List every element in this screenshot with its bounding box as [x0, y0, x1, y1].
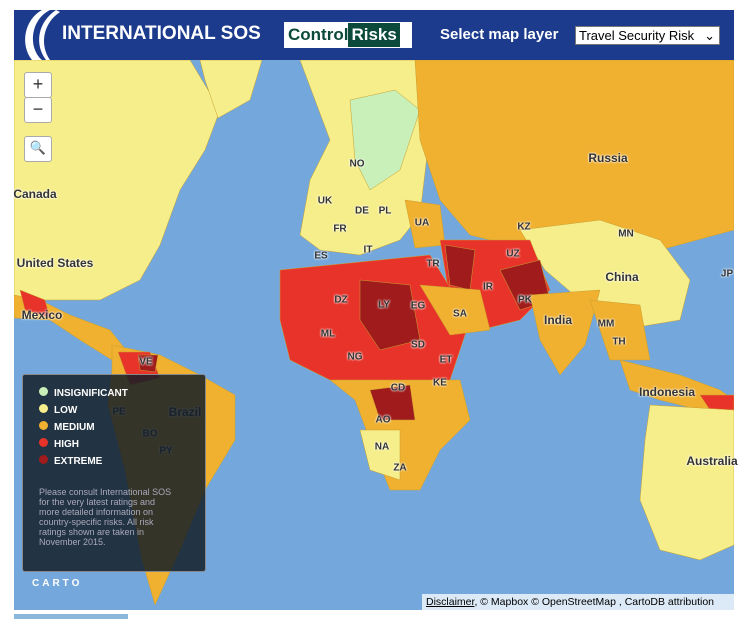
legend-text: EXTREME: [54, 456, 103, 467]
legend-text: MEDIUM: [54, 422, 95, 433]
legend-item: INSIGNIFICANT: [39, 387, 134, 399]
country-label: NO: [349, 158, 365, 170]
country-label: MM: [597, 318, 615, 330]
country-label: Canada: [13, 187, 57, 201]
note-line: November 2015.: [39, 537, 106, 547]
country-label: KZ: [517, 221, 531, 233]
legend-item: HIGH: [39, 438, 85, 450]
country-label: ML: [320, 328, 336, 340]
country-label: Mexico: [21, 308, 63, 322]
note-line: Please consult International SOS: [39, 487, 172, 497]
attribution: Disclaimer, © Mapbox © OpenStreetMap , C…: [422, 594, 738, 610]
note-line: ratings shown are taken in: [39, 527, 145, 537]
country-label: IT: [363, 244, 373, 256]
country-label: Russia: [588, 151, 628, 165]
note-line: country-specific risks. All risk: [39, 517, 154, 527]
country-label: FR: [333, 223, 347, 235]
legend-item: EXTREME: [39, 455, 108, 467]
select-arrow: ⌄: [704, 28, 715, 43]
note-line: more detailed information on: [39, 507, 154, 517]
country-label: TR: [426, 258, 440, 270]
legend-text: INSIGNIFICANT: [54, 388, 128, 399]
legend-swatch: [39, 421, 48, 430]
country-label: EG: [410, 300, 426, 312]
legend-text: HIGH: [54, 439, 79, 450]
note-line: for the very latest ratings and: [39, 497, 156, 507]
country-label: IR: [483, 281, 493, 293]
country-label: Australia: [686, 454, 738, 468]
country-label: DE: [355, 205, 369, 217]
country-label: CD: [390, 382, 406, 394]
legend-text: LOW: [54, 405, 78, 416]
attribution-text: , © Mapbox © OpenStreetMap , CartoDB att…: [474, 596, 715, 608]
partner-logo: Control Risks: [284, 22, 412, 48]
legend-swatch: [39, 387, 48, 396]
country-label: ES: [314, 250, 328, 262]
legend-item: MEDIUM: [39, 421, 101, 433]
country-label: DZ: [334, 294, 348, 306]
brand: INTERNATIONAL SOS: [62, 23, 261, 44]
country-label: VE: [139, 356, 153, 368]
disclaimer-link[interactable]: Disclaimer: [426, 596, 475, 608]
search-button[interactable]: 🔍: [24, 136, 52, 162]
country-label: ET: [439, 354, 453, 366]
carto-logo: CARTO: [32, 578, 83, 589]
country-label: United States: [16, 256, 94, 270]
country-label: China: [605, 270, 639, 284]
country-label: JP: [720, 268, 734, 280]
country-label: AO: [375, 414, 391, 426]
country-label: India: [543, 313, 573, 327]
country-label: UA: [414, 217, 430, 229]
country-label: UZ: [506, 248, 520, 260]
country-label: UK: [317, 195, 333, 207]
layer-select[interactable]: Travel Security Risk ⌄: [575, 26, 720, 45]
country-label: SD: [411, 339, 425, 351]
partner-left: Control: [288, 25, 349, 44]
legend-note: Please consult International SOS for the …: [39, 487, 171, 547]
country-label: PK: [518, 294, 532, 306]
layer-label: Select map layer: [440, 26, 559, 43]
country-label: MN: [618, 228, 634, 240]
country-label: NA: [374, 441, 390, 453]
country-label: Indonesia: [638, 385, 696, 399]
country-label: KE: [433, 377, 447, 389]
zoom-in[interactable]: +: [24, 72, 52, 98]
zoom-out[interactable]: −: [24, 97, 52, 123]
legend-swatch: [39, 404, 48, 413]
country-label: SA: [453, 308, 467, 320]
country-label: TH: [612, 336, 626, 348]
partner-right: Risks: [348, 23, 400, 47]
country-label: NG: [347, 351, 363, 363]
bottom-tab[interactable]: [14, 614, 128, 619]
layer-value: Travel Security Risk: [579, 28, 695, 43]
country-label: LY: [378, 299, 390, 311]
legend-swatch: [39, 455, 48, 464]
legend-swatch: [39, 438, 48, 447]
header: INTERNATIONAL SOS Control Risks Select ma…: [14, 10, 734, 60]
country-label: ZA: [393, 462, 407, 474]
legend: Please consult International SOS for the …: [22, 374, 206, 572]
country-label: PL: [378, 205, 392, 217]
legend-item: LOW: [39, 404, 83, 416]
logo-swoosh: [25, 10, 60, 60]
